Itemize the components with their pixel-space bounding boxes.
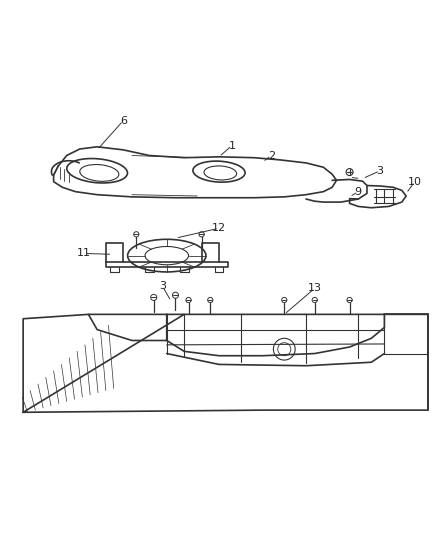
- Text: 6: 6: [120, 116, 127, 126]
- Text: 11: 11: [77, 248, 91, 259]
- Text: 13: 13: [308, 283, 322, 293]
- Text: 3: 3: [159, 281, 166, 291]
- Text: 3: 3: [377, 166, 384, 176]
- Text: 2: 2: [268, 150, 275, 160]
- Text: 9: 9: [355, 187, 362, 197]
- Text: 12: 12: [212, 223, 226, 233]
- Text: 1: 1: [229, 141, 236, 150]
- Text: 10: 10: [408, 176, 422, 187]
